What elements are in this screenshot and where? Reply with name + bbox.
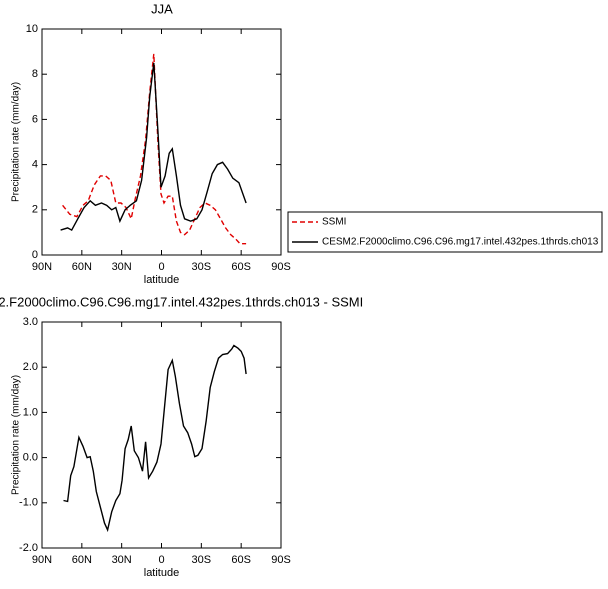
x-tick-label: 60S (231, 554, 251, 566)
x-tick-label: 90S (271, 554, 291, 566)
legend-label: SSMI (322, 217, 346, 228)
data-line (63, 344, 247, 533)
x-axis-label: latitude (144, 274, 179, 286)
y-tick-label: 2.0 (23, 361, 38, 373)
chart-title: CESM2.F2000climo.C96.C96.mg17.intel.432p… (0, 294, 363, 309)
x-tick-label: 30S (192, 261, 212, 273)
y-tick-label: -2.0 (19, 542, 38, 554)
y-tick-label: 4 (32, 159, 38, 171)
x-tick-label: 60S (231, 261, 251, 273)
x-axis-label: latitude (144, 567, 179, 579)
y-tick-label: 2 (32, 204, 38, 216)
y-tick-label: 1.0 (23, 406, 38, 418)
x-tick-label: 0 (158, 261, 164, 273)
x-tick-label: 0 (158, 554, 164, 566)
y-tick-label: 6 (32, 113, 38, 125)
x-tick-label: 30N (112, 261, 132, 273)
legend-label: CESM2.F2000climo.C96.C96.mg17.intel.432p… (322, 237, 599, 248)
y-tick-label: 8 (32, 68, 38, 80)
x-tick-label: 90N (32, 554, 52, 566)
y-axis-label: Precipitation rate (mm/day) (11, 375, 22, 495)
x-tick-label: 60N (72, 261, 92, 273)
y-tick-label: 10 (26, 23, 38, 35)
y-tick-label: -1.0 (19, 497, 38, 509)
y-axis-label: Precipitation rate (mm/day) (11, 82, 22, 202)
x-tick-label: 60N (72, 554, 92, 566)
y-tick-label: 0 (32, 249, 38, 261)
data-line (60, 62, 247, 232)
x-tick-label: 90S (271, 261, 291, 273)
x-tick-label: 30S (192, 554, 212, 566)
plot-frame (41, 28, 282, 256)
data-line (62, 53, 247, 245)
x-tick-label: 90N (32, 261, 52, 273)
x-tick-label: 30N (112, 554, 132, 566)
y-tick-label: 3.0 (23, 316, 38, 328)
y-tick-label: 0.0 (23, 452, 38, 464)
chart-title: JJA (151, 1, 173, 16)
legend-box (287, 211, 603, 253)
